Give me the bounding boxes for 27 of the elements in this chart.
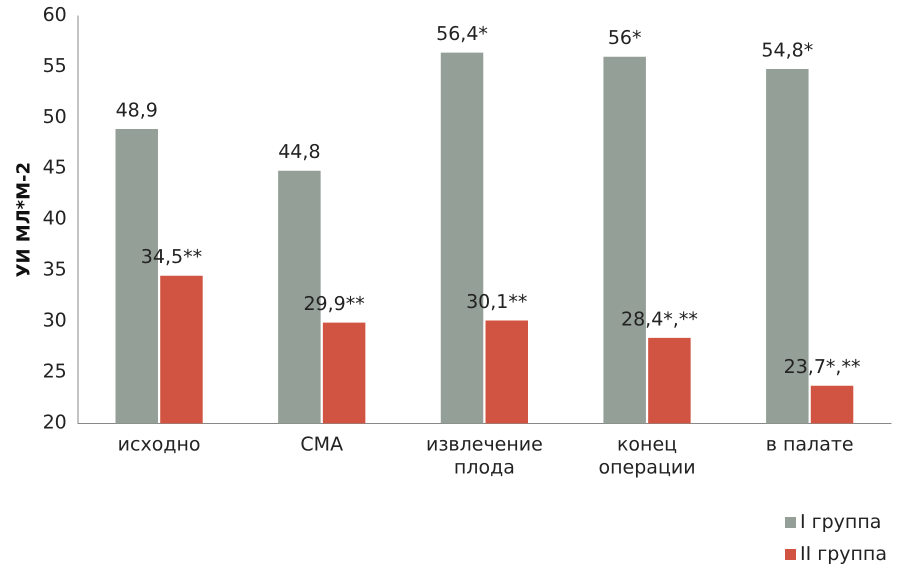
x-tick-label: в палате — [766, 434, 854, 456]
y-tick-label: 60 — [42, 4, 67, 26]
data-label: 28,4*,** — [620, 308, 698, 330]
y-axis-title: УИ МЛ*М-2 — [13, 162, 34, 278]
data-label: 29,9** — [303, 293, 365, 316]
x-tick-label: исходно — [118, 434, 201, 456]
y-tick-label: 30 — [42, 309, 67, 332]
data-label: 23,7*,** — [784, 356, 860, 378]
legend-label: II группа — [800, 543, 887, 565]
data-label: 34,5** — [140, 246, 202, 268]
data-label: 30,1** — [466, 290, 528, 313]
data-label: 44,8 — [278, 141, 321, 164]
x-tick-label: извлечение плода — [426, 434, 543, 479]
x-tick-label: СМА — [300, 434, 344, 456]
y-tick-label: 20 — [42, 411, 67, 434]
data-label: 48,9 — [116, 99, 158, 122]
data-label: 56,4* — [436, 23, 488, 46]
y-tick-label: 40 — [42, 208, 67, 230]
data-label: 54,8* — [761, 39, 814, 62]
y-tick-label: 35 — [42, 258, 67, 281]
y-tick-label: 45 — [42, 156, 67, 179]
legend-label: I группа — [800, 511, 882, 533]
x-tick-label: конец операции — [598, 434, 696, 479]
y-tick-label: 50 — [42, 106, 67, 128]
y-tick-label: 55 — [42, 54, 67, 77]
data-label: 56* — [608, 27, 642, 50]
y-tick-label: 25 — [42, 360, 67, 382]
